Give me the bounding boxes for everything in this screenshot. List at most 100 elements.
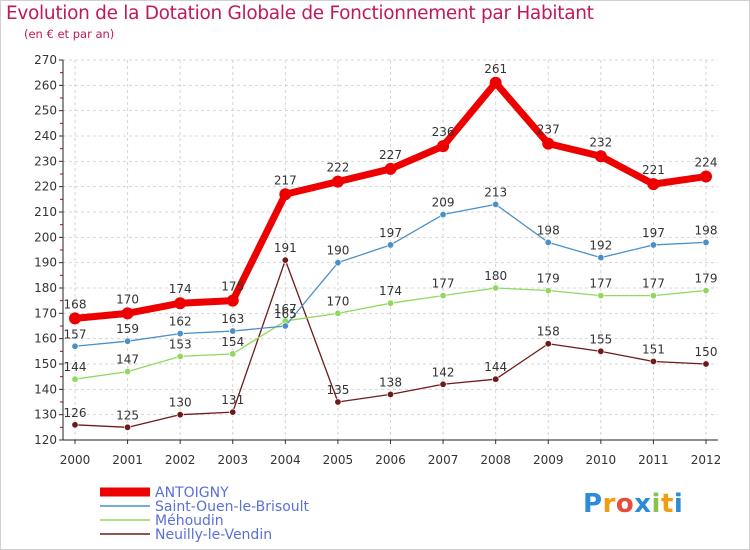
data-label-mehoudin: 179 <box>537 272 560 286</box>
data-point <box>386 241 394 249</box>
data-point <box>176 352 184 360</box>
data-label-antoigny: 222 <box>326 161 349 175</box>
data-point <box>702 360 710 368</box>
y-tick-label: 210 <box>34 205 57 219</box>
y-tick-label: 200 <box>34 230 57 244</box>
data-point <box>331 175 344 188</box>
data-point <box>649 241 657 249</box>
data-label-mehoudin: 147 <box>116 353 139 367</box>
data-label-mehoudin: 174 <box>379 284 402 298</box>
data-label-antoigny: 168 <box>64 297 87 311</box>
data-point <box>229 408 237 416</box>
y-tick-label: 140 <box>34 382 57 396</box>
data-label-neuilly: 150 <box>695 345 718 359</box>
data-label-antoigny: 237 <box>537 123 560 137</box>
y-tick-label: 170 <box>34 306 57 320</box>
data-label-mehoudin: 153 <box>169 337 192 351</box>
data-label-saint-ouen: 190 <box>326 244 349 258</box>
y-tick-label: 190 <box>34 256 57 270</box>
data-point <box>71 342 79 350</box>
data-label-neuilly: 130 <box>169 396 192 410</box>
data-label-neuilly: 125 <box>116 408 139 422</box>
y-tick-label: 270 <box>34 53 57 67</box>
data-point <box>71 421 79 429</box>
data-point <box>702 287 710 295</box>
x-tick-label: 2002 <box>165 453 196 467</box>
data-label-saint-ouen: 209 <box>432 196 455 210</box>
logo-letter: t <box>660 489 674 519</box>
y-tick-label: 180 <box>34 281 57 295</box>
y-tick-label: 130 <box>34 408 57 422</box>
data-label-saint-ouen: 192 <box>589 239 612 253</box>
data-label-antoigny: 227 <box>379 148 402 162</box>
data-point <box>229 327 237 335</box>
legend-label-neuilly: Neuilly-le-Vendin <box>155 527 272 543</box>
data-point <box>124 368 132 376</box>
data-point <box>647 178 660 191</box>
data-point <box>334 309 342 317</box>
data-label-mehoudin: 144 <box>64 360 87 374</box>
chart-title: Evolution de la Dotation Globale de Fonc… <box>6 3 594 24</box>
data-label-antoigny: 174 <box>169 282 192 296</box>
data-point <box>597 254 605 262</box>
y-tick-label: 160 <box>34 332 57 346</box>
data-point <box>386 299 394 307</box>
legend-label-mehoudin: Méhoudin <box>155 513 224 529</box>
legend-label-antoigny: ANTOIGNY <box>155 485 229 501</box>
data-label-neuilly: 151 <box>642 342 665 356</box>
data-label-antoigny: 217 <box>274 173 297 187</box>
y-tick-label: 240 <box>34 129 57 143</box>
data-label-saint-ouen: 157 <box>64 327 87 341</box>
data-label-mehoudin: 154 <box>221 335 244 349</box>
data-label-saint-ouen: 197 <box>642 226 665 240</box>
data-label-neuilly: 138 <box>379 375 402 389</box>
data-point <box>492 284 500 292</box>
x-tick-label: 2003 <box>217 453 248 467</box>
data-label-mehoudin: 167 <box>274 302 297 316</box>
data-label-mehoudin: 177 <box>642 277 665 291</box>
data-label-saint-ouen: 213 <box>484 185 507 199</box>
data-point <box>176 330 184 338</box>
chart-subtitle: (en € et par an) <box>24 27 115 41</box>
logo-letter: i <box>651 489 661 519</box>
data-point <box>492 200 500 208</box>
logo-letter: r <box>602 489 616 519</box>
data-label-saint-ouen: 198 <box>695 223 718 237</box>
y-tick-label: 220 <box>34 180 57 194</box>
data-point <box>334 259 342 267</box>
data-point <box>281 256 289 264</box>
data-label-saint-ouen: 165 <box>274 307 297 321</box>
x-tick-label: 2009 <box>533 453 564 467</box>
x-tick-label: 2004 <box>270 453 301 467</box>
data-point <box>226 294 239 307</box>
data-label-mehoudin: 170 <box>326 294 349 308</box>
logo-letter: x <box>634 489 652 519</box>
data-point <box>544 340 552 348</box>
data-label-antoigny: 221 <box>642 163 665 177</box>
series-antoigny <box>69 76 712 325</box>
x-tick-label: 2005 <box>323 453 354 467</box>
logo-letter: P <box>583 489 603 519</box>
x-tick-label: 2011 <box>638 453 669 467</box>
plot-area <box>63 60 718 440</box>
data-label-mehoudin: 177 <box>589 277 612 291</box>
series-saint-ouen <box>71 200 710 350</box>
data-label-saint-ouen: 159 <box>116 322 139 336</box>
data-label-neuilly: 155 <box>589 332 612 346</box>
data-point <box>386 390 394 398</box>
x-tick-label: 2012 <box>691 453 722 467</box>
data-label-saint-ouen: 163 <box>221 312 244 326</box>
series-neuilly <box>71 256 710 431</box>
y-tick-label: 260 <box>34 78 57 92</box>
data-label-neuilly: 191 <box>274 241 297 255</box>
data-point <box>69 312 81 325</box>
data-label-antoigny: 170 <box>116 292 139 306</box>
x-tick-label: 2000 <box>60 453 91 467</box>
data-point <box>174 297 187 310</box>
data-point <box>279 188 292 201</box>
data-point <box>544 238 552 246</box>
data-label-mehoudin: 177 <box>432 277 455 291</box>
data-label-antoigny: 175 <box>221 280 244 294</box>
data-point <box>492 375 500 383</box>
